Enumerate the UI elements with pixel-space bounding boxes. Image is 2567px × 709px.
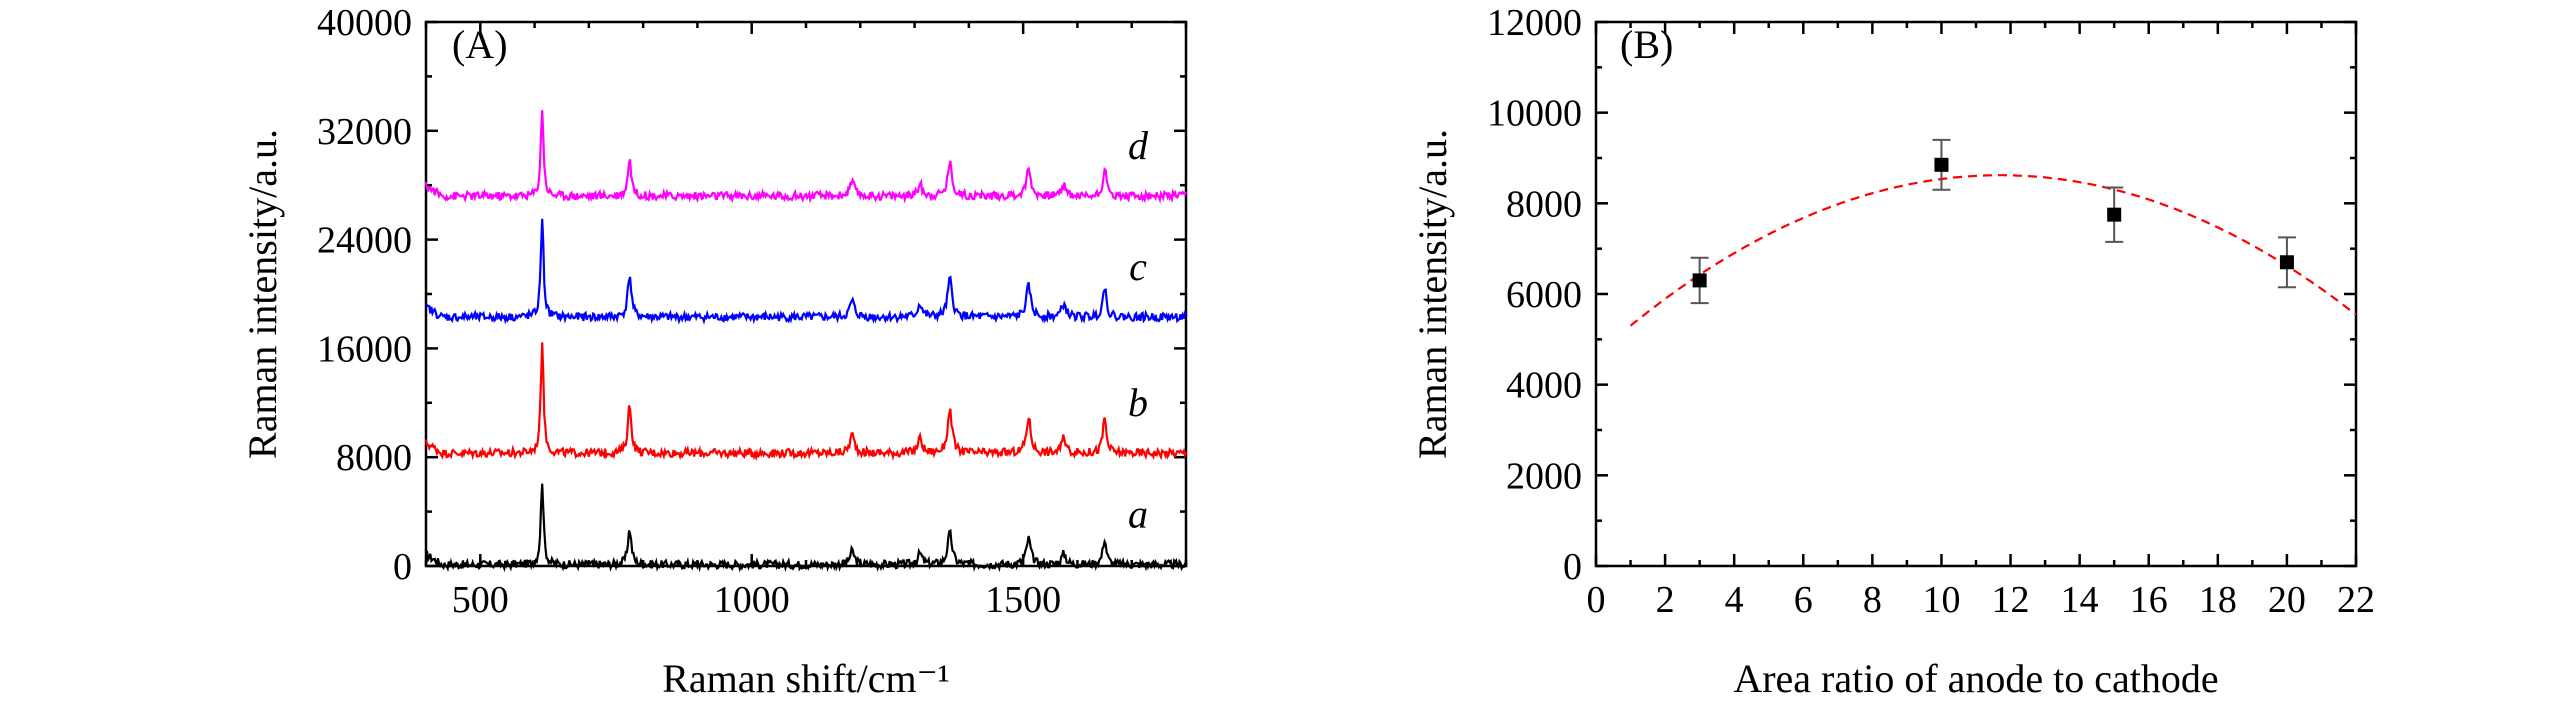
y-tick-label: 10000	[1487, 93, 1582, 135]
x-tick-label: 12	[1992, 579, 2030, 621]
y-tick-label: 4000	[1506, 365, 1582, 407]
y-tick-label: 6000	[1506, 274, 1582, 316]
panel-label: (B)	[1620, 22, 1673, 67]
y-tick-label: 8000	[336, 437, 412, 479]
x-tick-label: 1500	[985, 579, 1061, 621]
data-point	[1692, 273, 1707, 288]
x-tick-label: 6	[1794, 579, 1813, 621]
y-tick-label: 12000	[1487, 2, 1582, 44]
x-tick-label: 500	[452, 579, 509, 621]
series-label-c: c	[1129, 244, 1147, 289]
x-tick-label: 18	[2199, 579, 2237, 621]
y-tick-label: 40000	[317, 2, 412, 44]
x-tick-label: 22	[2337, 579, 2375, 621]
spectrum-line-d	[424, 110, 1187, 204]
y-tick-label: 8000	[1506, 183, 1582, 225]
data-point	[2279, 255, 2294, 270]
y-tick-label: 16000	[317, 328, 412, 370]
x-tick-label: 16	[2130, 579, 2168, 621]
spectrum-line-b	[424, 342, 1188, 462]
y-axis-title: Raman intensity/a.u.	[240, 129, 285, 459]
y-tick-label: 2000	[1506, 455, 1582, 497]
y-tick-label: 24000	[317, 220, 412, 262]
chart-panel-b: 0 2 4 6 8 10 12 14 16 18 20 22 0 2000 4000 6000 8000 1000…	[1410, 2, 2375, 701]
y-tick-label: 0	[393, 546, 412, 588]
panel-label: (A)	[452, 22, 508, 67]
y-axis-title: Raman intensity/a.u.	[1410, 129, 1455, 459]
chart-panel-a: 500 1000 1500 0 8000 16000 24000 32000 40000 Rama…	[240, 2, 1188, 701]
plot-frame	[424, 20, 1188, 568]
y-tick-label: 0	[1563, 546, 1582, 588]
fit-curve	[1629, 174, 2357, 327]
x-tick-label: 2	[1656, 579, 1675, 621]
series-label-d: d	[1128, 123, 1149, 168]
x-tick-label: 20	[2268, 579, 2306, 621]
x-axis-title: Raman shift/cm⁻¹	[662, 656, 950, 701]
x-tick-label: 1000	[714, 579, 790, 621]
x-tick-label: 4	[1725, 579, 1744, 621]
series-label-b: b	[1128, 380, 1148, 425]
x-tick-label: 8	[1863, 579, 1882, 621]
data-point	[2107, 207, 2122, 222]
plot-frame	[1594, 20, 2358, 568]
x-tick-label: 0	[1587, 579, 1606, 621]
spectrum-line-c	[425, 218, 1187, 325]
series-label-a: a	[1128, 491, 1148, 536]
y-tick-label: 32000	[317, 111, 412, 153]
data-point	[1934, 157, 1949, 172]
x-axis-title: Area ratio of anode to cathode	[1733, 656, 2218, 701]
x-tick-label: 14	[2061, 579, 2099, 621]
x-tick-label: 10	[1922, 579, 1960, 621]
spectrum-line-a	[425, 483, 1187, 573]
